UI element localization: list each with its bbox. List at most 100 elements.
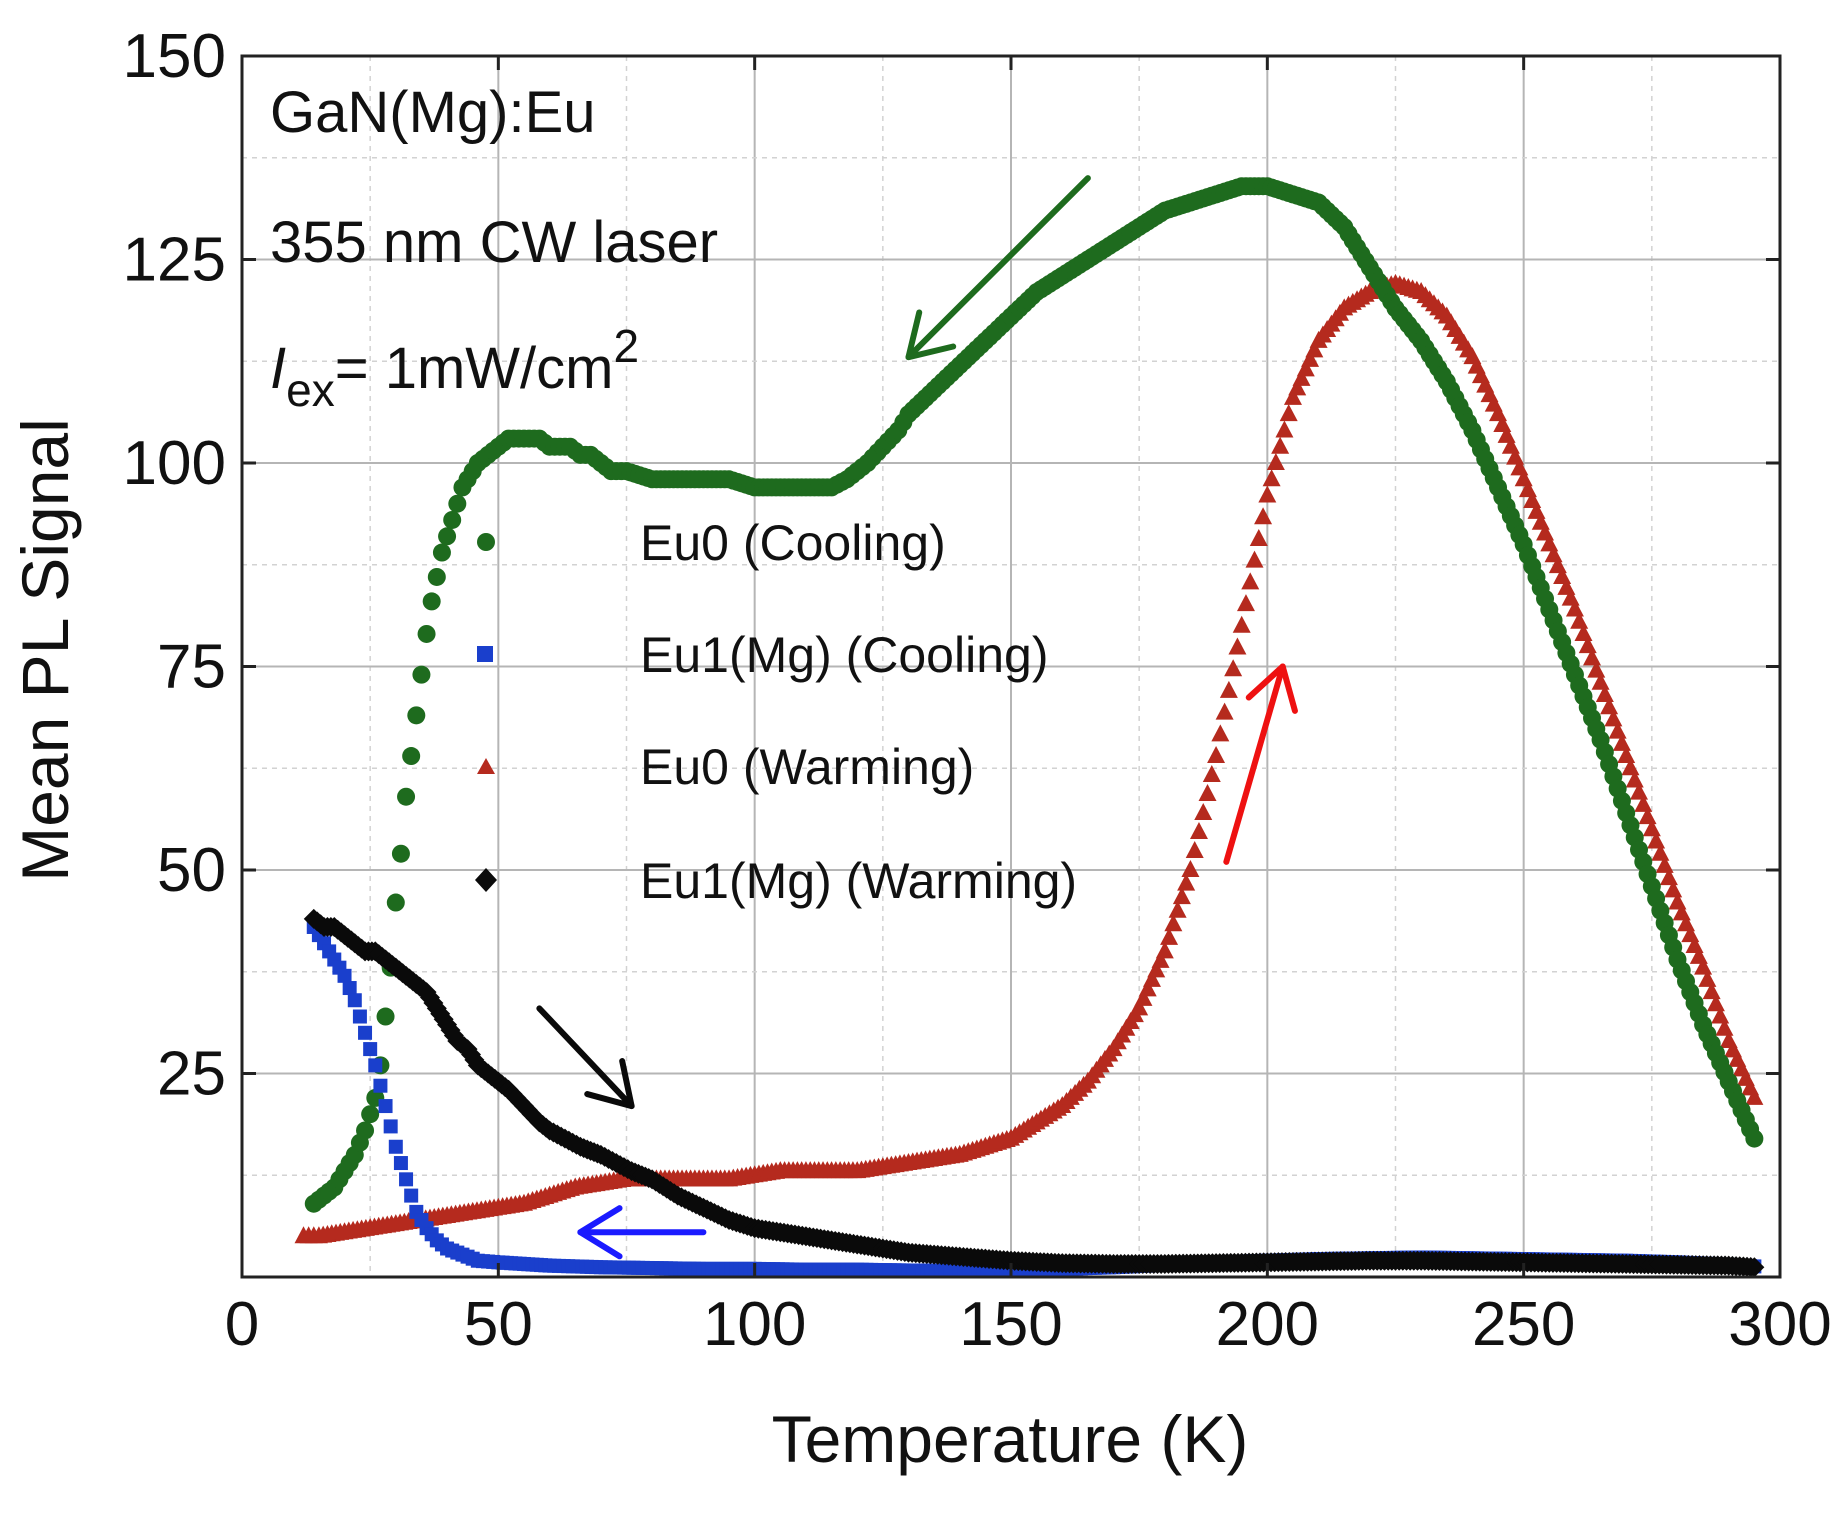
y-tick-label: 75	[157, 633, 226, 702]
data-point-eu0-warming	[1266, 453, 1285, 470]
data-point-eu0-warming	[1224, 659, 1243, 677]
data-point-eu0-warming	[1258, 485, 1277, 503]
data-point-eu0-warming	[1142, 969, 1161, 987]
data-point-eu0-warming	[1177, 873, 1196, 891]
data-point-eu0-cooling	[427, 567, 446, 586]
data-point-eu1mg-cooling	[337, 968, 352, 983]
data-point-eu0-warming	[1262, 469, 1281, 487]
data-point-eu1mg-cooling	[404, 1188, 419, 1203]
series-eu0-warming	[294, 273, 1764, 1244]
data-point-eu0-warming	[1202, 765, 1221, 783]
data-point-eu1mg-cooling	[383, 1119, 398, 1134]
annotation-intensity-value: = 1mW/cm	[335, 336, 614, 401]
x-tick-label: 150	[959, 1290, 1062, 1359]
data-point-eu0-warming	[1249, 528, 1268, 546]
data-point-eu0-cooling	[386, 893, 405, 912]
series-eu0-cooling	[304, 177, 1764, 1213]
data-point-eu1mg-cooling	[347, 993, 362, 1008]
data-point-eu0-warming	[1185, 841, 1204, 859]
trend-arrow-head	[905, 309, 957, 361]
data-point-eu0-warming	[1151, 950, 1170, 968]
data-point-eu0-cooling	[1745, 1129, 1764, 1148]
data-point-eu1mg-cooling	[388, 1139, 403, 1154]
trend-arrow-head	[577, 1205, 623, 1260]
x-tick-label: 200	[1216, 1290, 1319, 1359]
data-point-eu0-cooling	[356, 1121, 375, 1140]
data-point-eu0-warming	[1198, 784, 1217, 802]
data-point-eu1mg-cooling	[393, 1156, 408, 1171]
y-tick-label: 25	[157, 1040, 226, 1109]
data-point-eu0-cooling	[412, 665, 431, 684]
data-point-eu0-warming	[1232, 615, 1251, 633]
data-point-eu0-cooling	[402, 747, 421, 766]
data-point-eu0-warming	[1160, 927, 1179, 945]
legend-marker-eu0-cooling	[477, 533, 495, 551]
data-point-eu0-warming	[1219, 680, 1238, 698]
data-point-eu1mg-warming	[1744, 1257, 1765, 1278]
annotation-sample: GaN(Mg):Eu	[270, 80, 596, 145]
trend-arrow-shaft	[1223, 663, 1286, 865]
annotation-laser: 355 nm CW laser	[270, 210, 718, 275]
data-point-eu0-cooling	[391, 844, 410, 863]
data-point-eu0-warming	[1288, 378, 1307, 396]
trend-arrow-3	[577, 1205, 707, 1260]
data-point-eu1mg-cooling	[378, 1099, 393, 1114]
legend-entry-eu1mg-warming: Eu1(Mg) (Warming)	[475, 853, 1077, 909]
data-point-eu0-cooling	[443, 510, 462, 529]
data-layer	[294, 177, 1765, 1278]
legend-marker-eu1mg-cooling	[477, 646, 493, 662]
arrow-layer	[536, 175, 1298, 1260]
annotation-intensity: Iex= 1mW/cm2	[270, 320, 639, 416]
data-point-eu1mg-cooling	[352, 1009, 367, 1024]
data-point-eu1mg-cooling	[342, 981, 357, 996]
legend-entry-eu0-warming: Eu0 (Warming)	[477, 739, 974, 795]
data-point-eu0-warming	[1296, 359, 1315, 377]
legend-marker-eu1mg-warming	[475, 868, 497, 892]
data-point-eu0-cooling	[432, 543, 451, 562]
data-point-eu0-cooling	[397, 787, 416, 806]
x-axis-title: Temperature (K)	[772, 1402, 1249, 1476]
x-tick-label: 250	[1472, 1290, 1575, 1359]
data-point-eu0-cooling	[438, 527, 457, 546]
data-point-eu1mg-cooling	[399, 1172, 414, 1187]
y-tick-label: 125	[123, 226, 226, 295]
data-point-eu0-warming	[1130, 998, 1149, 1016]
data-point-eu0-warming	[1147, 960, 1166, 978]
trend-arrow-1	[1223, 663, 1298, 865]
y-tick-label: 100	[123, 429, 226, 498]
data-point-eu0-cooling	[448, 494, 467, 513]
y-axis-title: Mean PL Signal	[8, 418, 82, 882]
data-point-eu0-cooling	[376, 1007, 395, 1026]
data-point-eu0-warming	[1283, 387, 1302, 405]
data-point-eu0-warming	[1168, 900, 1187, 918]
data-point-eu0-warming	[1138, 979, 1157, 997]
annotation-intensity-sub: ex	[286, 364, 335, 416]
data-point-eu0-warming	[1189, 822, 1208, 840]
data-point-eu0-warming	[1215, 702, 1234, 720]
data-point-eu0-warming	[1155, 941, 1174, 959]
trend-arrow-2	[536, 1005, 635, 1110]
legend-label-eu1mg-warming: Eu1(Mg) (Warming)	[640, 853, 1077, 909]
x-tick-label: 100	[703, 1290, 806, 1359]
data-point-eu0-warming	[1241, 572, 1260, 590]
x-tick-label: 50	[464, 1290, 533, 1359]
data-point-eu0-warming	[1745, 1087, 1764, 1105]
data-point-eu0-cooling	[422, 592, 441, 611]
legend-label-eu0-cooling: Eu0 (Cooling)	[640, 515, 946, 571]
y-tick-label: 150	[123, 22, 226, 91]
legend-label-eu1mg-cooling: Eu1(Mg) (Cooling)	[640, 627, 1048, 683]
data-point-eu0-cooling	[417, 624, 436, 643]
data-point-eu0-warming	[1211, 724, 1230, 742]
data-point-eu1mg-cooling	[373, 1078, 388, 1093]
data-point-eu0-warming	[1301, 349, 1320, 367]
data-point-eu0-warming	[1134, 988, 1153, 1006]
data-point-eu0-cooling	[361, 1105, 380, 1124]
data-point-eu0-warming	[1236, 594, 1255, 612]
data-point-eu1mg-cooling	[358, 1025, 373, 1040]
trend-arrow-shaft	[536, 1005, 635, 1110]
x-tick-label: 300	[1728, 1290, 1831, 1359]
legend-entry-eu1mg-cooling: Eu1(Mg) (Cooling)	[477, 627, 1048, 683]
trend-arrow-0	[905, 175, 1091, 361]
